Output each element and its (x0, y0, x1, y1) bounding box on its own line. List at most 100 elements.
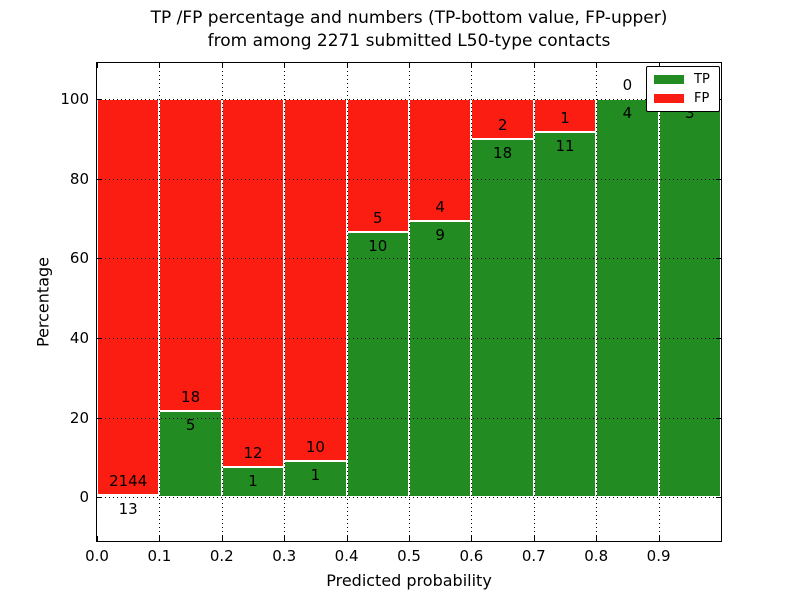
bar-value-label-tp: 18 (493, 143, 513, 162)
gridline-vertical (284, 63, 286, 541)
x-tick-mark (596, 536, 598, 541)
x-tick-mark (409, 536, 410, 541)
bar-value-label-tp: 4 (622, 103, 633, 122)
gridline-horizontal (97, 497, 721, 499)
y-tick-mark (97, 98, 102, 100)
chart-title: TP /FP percentage and numbers (TP-bottom… (97, 7, 721, 53)
x-tick-mark (471, 536, 473, 541)
bar-value-label-fp: 10 (305, 437, 325, 456)
bar-segment-tp (471, 138, 534, 498)
bar-segment-fp (284, 98, 347, 461)
x-tick-mark-top (658, 63, 660, 68)
y-tick-mark-right (716, 178, 721, 180)
y-tick-mark-right (716, 417, 721, 419)
bar-segment-tp (533, 132, 597, 498)
y-tick-label: 60 (69, 249, 89, 268)
x-tick-mark (284, 536, 286, 541)
x-tick-label: 0.1 (147, 547, 172, 565)
gridline-horizontal (97, 258, 721, 260)
x-tick-mark (97, 536, 98, 541)
bar-segment-tp (658, 98, 721, 498)
bar-value-label-fp: 1 (560, 109, 570, 128)
bar-segment-tp (409, 221, 472, 498)
plot-area: TP /FP percentage and numbers (TP-bottom… (34, 8, 722, 590)
legend-label-fp: FP (694, 91, 710, 106)
y-tick-label: 40 (69, 328, 89, 347)
x-tick-mark-top (221, 63, 223, 68)
gridline-vertical (658, 63, 660, 541)
x-tick-label: 0.9 (646, 547, 671, 565)
gridline-horizontal (97, 337, 721, 339)
bar-segment-tp (221, 466, 285, 498)
gridline-vertical (471, 63, 473, 541)
gridline-vertical (159, 63, 161, 541)
bar-value-label-fp: 12 (243, 443, 263, 462)
x-axis-label: Predicted probability (326, 571, 492, 590)
gridline-horizontal (97, 98, 721, 100)
x-tick-mark-top (471, 63, 473, 68)
x-tick-mark-top (97, 63, 98, 68)
y-tick-mark (97, 337, 102, 339)
bar-value-label-fp: 5 (373, 208, 383, 227)
x-tick-label: 0.7 (521, 547, 546, 565)
x-tick-mark-top (533, 63, 535, 68)
x-tick-mark-top (159, 63, 161, 68)
bar-value-label-tp: 5 (185, 415, 196, 434)
y-tick-mark (97, 417, 102, 419)
bar-segment-fp (346, 98, 409, 232)
y-tick-label: 100 (60, 89, 89, 108)
bar-value-label-tp: 3 (685, 103, 695, 122)
bar-value-label-fp: 4 (435, 198, 445, 217)
bar-value-label-fp: 0 (622, 75, 633, 94)
bar-value-label-tp: 13 (118, 499, 138, 518)
x-tick-label: 0.2 (209, 547, 234, 565)
x-tick-label: 0.5 (397, 547, 421, 565)
bar-segment-fp (221, 98, 285, 467)
x-tick-label: 0.0 (85, 547, 109, 565)
gridline-vertical (346, 63, 348, 541)
y-tick-label: 20 (69, 408, 89, 427)
bar-segment-fp (159, 98, 222, 411)
bar-value-label-fp: 2144 (109, 471, 148, 490)
legend-item-tp: TP (654, 73, 710, 86)
y-tick-mark (97, 178, 102, 180)
bar-segment-fp (409, 98, 472, 222)
gridline-vertical (596, 63, 598, 541)
y-tick-mark (97, 258, 102, 260)
x-tick-mark-top (409, 63, 410, 68)
y-tick-mark (97, 497, 102, 499)
gridline-horizontal (97, 417, 721, 419)
x-tick-label: 0.3 (272, 547, 297, 565)
gridline-vertical (221, 63, 223, 541)
bar-segment-fp (97, 98, 160, 495)
bar-value-label-tp: 1 (310, 465, 321, 484)
y-tick-mark-right (716, 497, 721, 499)
gridline-horizontal (97, 178, 721, 180)
x-tick-mark-top (596, 63, 598, 68)
chart-title-line1: TP /FP percentage and numbers (TP-bottom… (150, 8, 668, 28)
bar-value-label-fp: 18 (181, 387, 201, 406)
legend-item-fp: FP (654, 92, 710, 105)
x-tick-mark (159, 536, 161, 541)
legend-swatch-tp-icon (654, 75, 684, 84)
x-tick-mark-top (346, 63, 348, 68)
y-tick-label: 0 (79, 488, 89, 507)
bar-segment-tp (596, 98, 659, 498)
bar-value-label-tp: 10 (368, 236, 388, 255)
bar-segment-tp (346, 231, 409, 498)
bar-segment-tp (97, 494, 160, 498)
x-tick-mark-top (284, 63, 286, 68)
x-tick-mark (346, 536, 348, 541)
y-tick-mark-right (716, 258, 721, 260)
x-tick-mark (221, 536, 223, 541)
chart-title-line2: from among 2271 submitted L50-type conta… (207, 31, 611, 51)
x-tick-mark (658, 536, 660, 541)
bar-value-label-tp: 11 (555, 137, 575, 156)
legend-swatch-fp-icon (654, 94, 684, 103)
gridline-vertical (409, 63, 410, 541)
bar-value-label-fp: 2 (497, 115, 508, 134)
x-tick-label: 0.6 (459, 547, 484, 565)
bar-segment-tp (284, 460, 347, 498)
x-tick-label: 0.8 (584, 547, 609, 565)
